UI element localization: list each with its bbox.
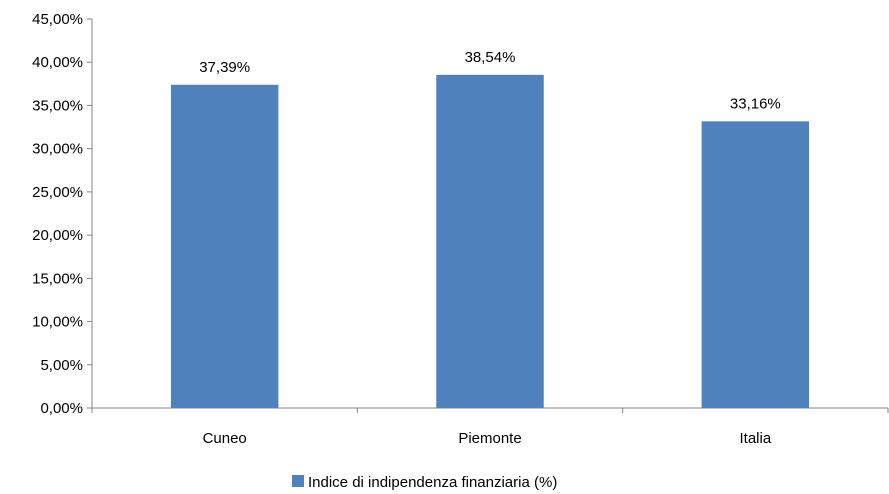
- y-tick-label: 30,00%: [32, 141, 83, 158]
- data-label: 38,54%: [465, 49, 516, 66]
- data-label: 37,39%: [199, 59, 250, 76]
- x-category-label: Italia: [739, 430, 771, 447]
- bars: [170, 74, 810, 408]
- y-tick-label: 35,00%: [32, 97, 83, 114]
- y-tick-label: 5,00%: [40, 357, 83, 374]
- y-tick-label: 40,00%: [32, 54, 83, 71]
- y-tick-label: 10,00%: [32, 314, 83, 331]
- legend-label: Indice di indipendenza finanziaria (%): [308, 474, 557, 491]
- data-label: 33,16%: [730, 95, 781, 112]
- x-category-label: Piemonte: [458, 430, 521, 447]
- y-tick-label: 15,00%: [32, 270, 83, 287]
- y-tick-label: 25,00%: [32, 184, 83, 201]
- bar: [170, 84, 279, 408]
- x-category-label: Cuneo: [203, 430, 247, 447]
- y-tick-label: 20,00%: [32, 227, 83, 244]
- x-axis: Cuneo Piemonte Italia: [91, 407, 889, 447]
- y-axis: 0,00% 5,00% 10,00% 15,00% 20,00% 25,00% 30,00%…: [32, 11, 93, 417]
- y-tick-label: 0,00%: [40, 400, 83, 417]
- bar: [436, 74, 544, 408]
- legend: Indice di indipendenza finanziaria (%): [292, 474, 557, 491]
- bar: [701, 121, 810, 408]
- data-labels: 37,39% 38,54% 33,16%: [199, 49, 781, 113]
- y-tick-label: 45,00%: [32, 11, 83, 28]
- legend-swatch: [292, 475, 304, 487]
